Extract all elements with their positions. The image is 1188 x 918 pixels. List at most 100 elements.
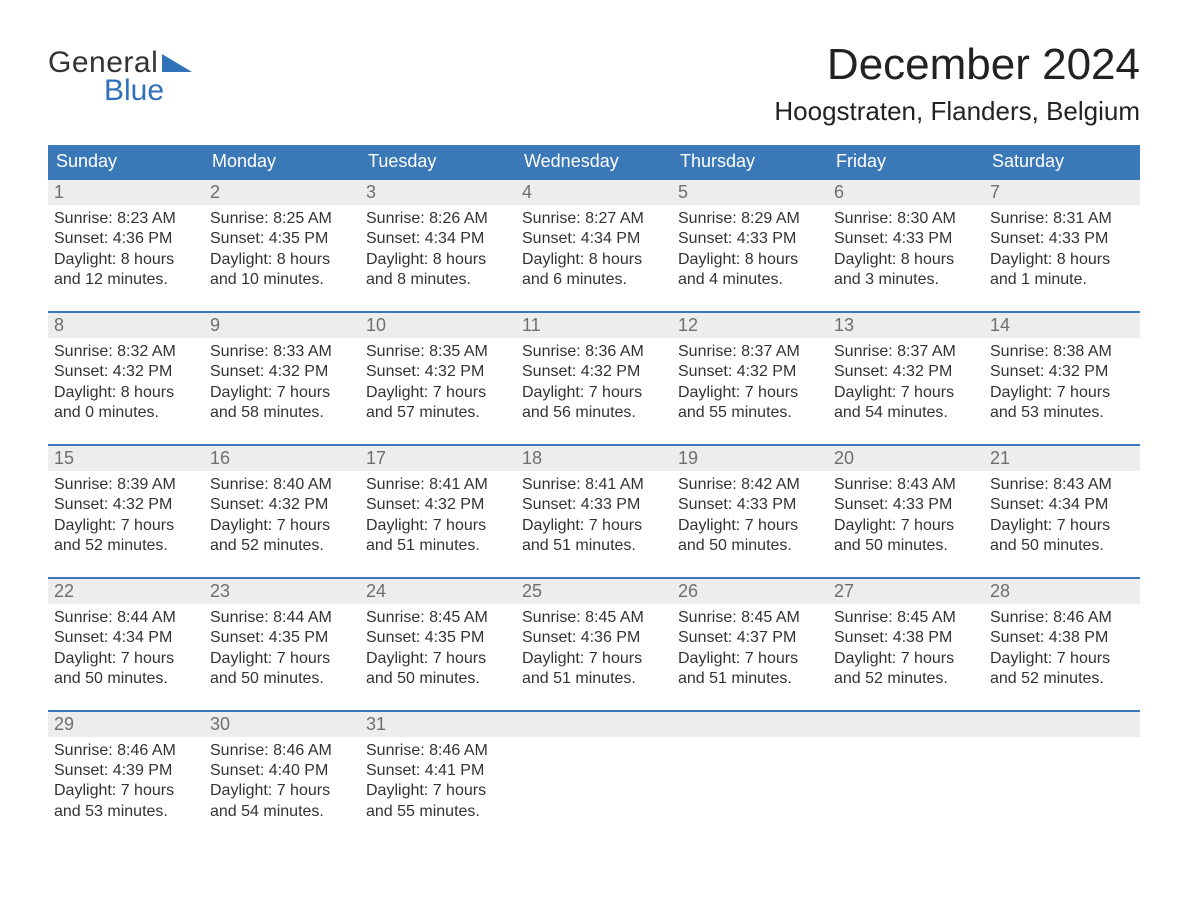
day-cell: 24Sunrise: 8:45 AMSunset: 4:35 PMDayligh… — [360, 579, 516, 710]
sunset-label: Sunset: — [834, 496, 893, 513]
sunset-label: Sunset: — [522, 363, 581, 380]
daylight-label: Daylight: — [522, 384, 589, 401]
day-number-row: 17 — [360, 446, 516, 471]
sunset-label: Sunset: — [366, 496, 425, 513]
sunset-line: Sunset: 4:38 PM — [834, 628, 978, 648]
week-row: 29 Sunrise: 8:46 AM Sunset: 4:39 PM Dayligh… — [48, 710, 1140, 843]
daylight-value-1: 8 hours — [589, 251, 642, 268]
daylight-label: Daylight: — [210, 517, 277, 534]
sunset-label: Sunset: — [54, 496, 113, 513]
daylight-line-1: Daylight: 8 hours — [54, 383, 198, 403]
calendar: SundayMondayTuesdayWednesdayThursdayFrid… — [48, 145, 1140, 842]
daylight-label: Daylight: — [678, 650, 745, 667]
daylight-line-1: Daylight: 8 hours — [54, 250, 198, 270]
day-body: Sunrise: 8:46 AMSunset: 4:38 PMDaylight:… — [984, 604, 1140, 690]
day-number: 28 — [990, 581, 1010, 601]
sunrise-label: Sunrise: — [990, 210, 1053, 227]
sunrise-label: Sunrise: — [210, 742, 273, 759]
week-row: 1Sunrise: 8:23 AMSunset: 4:36 PMDaylight… — [48, 178, 1140, 311]
day-cell: 16Sunrise: 8:40 AMSunset: 4:32 PMDayligh… — [204, 446, 360, 577]
daylight-value-1: 7 hours — [589, 384, 642, 401]
dow-header-tuesday: Tuesday — [360, 145, 516, 178]
sunrise-line: Sunrise: 8:45 AM — [522, 608, 666, 628]
day-body: Sunrise: 8:45 AMSunset: 4:37 PMDaylight:… — [672, 604, 828, 690]
day-body: Sunrise: 8:35 AMSunset: 4:32 PMDaylight:… — [360, 338, 516, 424]
sunrise-line: Sunrise: 8:42 AM — [678, 475, 822, 495]
daylight-line-1: Daylight: 7 hours — [210, 516, 354, 536]
daylight-label: Daylight: — [54, 650, 121, 667]
sunset-line: Sunset: 4:33 PM — [834, 495, 978, 515]
brand-text-blue: Blue — [104, 74, 164, 108]
day-number: 16 — [210, 448, 230, 468]
daylight-line-2: and 50 minutes. — [54, 669, 198, 689]
day-number: 9 — [210, 315, 220, 335]
daylight-label: Daylight: — [366, 517, 433, 534]
daylight-value-1: 7 hours — [745, 517, 798, 534]
day-body: Sunrise: 8:44 AMSunset: 4:34 PMDaylight:… — [48, 604, 204, 690]
sunrise-label: Sunrise: — [210, 343, 273, 360]
sunrise-value: 8:29 AM — [741, 210, 800, 227]
sunset-label: Sunset: — [54, 363, 113, 380]
sunset-value: 4:34 PM — [425, 230, 485, 247]
sunset-label: Sunset: — [54, 629, 113, 646]
day-number: 19 — [678, 448, 698, 468]
daylight-label: Daylight: — [990, 251, 1057, 268]
sunset-line: Sunset: 4:34 PM — [54, 628, 198, 648]
sunrise-line: Sunrise: 8:30 AM — [834, 209, 978, 229]
day-body: Sunrise: 8:39 AMSunset: 4:32 PMDaylight:… — [48, 471, 204, 557]
sunrise-value: 8:35 AM — [429, 343, 488, 360]
sunset-label: Sunset: — [366, 762, 425, 779]
daylight-line-1: Daylight: 7 hours — [678, 516, 822, 536]
day-cell: 31Sunrise: 8:46 AMSunset: 4:41 PMDayligh… — [360, 712, 516, 843]
sunset-value: 4:40 PM — [269, 762, 329, 779]
day-body: Sunrise: 8:46 AMSunset: 4:40 PMDaylight:… — [204, 737, 360, 823]
sunset-label: Sunset: — [210, 629, 269, 646]
day-number: 23 — [210, 581, 230, 601]
daylight-value-1: 8 hours — [745, 251, 798, 268]
daylight-value-1: 7 hours — [589, 517, 642, 534]
day-cell — [516, 712, 672, 843]
sunrise-line: Sunrise: 8:23 AM — [54, 209, 198, 229]
sunrise-label: Sunrise: — [990, 476, 1053, 493]
sunset-label: Sunset: — [678, 363, 737, 380]
day-number: 29 — [54, 714, 74, 734]
day-cell: 7Sunrise: 8:31 AMSunset: 4:33 PMDaylight… — [984, 180, 1140, 311]
sunrise-value: 8:43 AM — [897, 476, 956, 493]
day-number-row: 8 — [48, 313, 204, 338]
day-body: Sunrise: 8:26 AMSunset: 4:34 PMDaylight:… — [360, 205, 516, 291]
sunset-value: 4:32 PM — [425, 496, 485, 513]
daylight-line-1: Daylight: 7 hours — [522, 649, 666, 669]
sunset-label: Sunset: — [366, 363, 425, 380]
daylight-line-1: Daylight: 7 hours — [54, 516, 198, 536]
sunset-label: Sunset: — [834, 363, 893, 380]
sunrise-value: 8:46 AM — [117, 742, 176, 759]
sunset-line: Sunset: 4:33 PM — [678, 229, 822, 249]
daylight-line-1: Daylight: 7 hours — [366, 516, 510, 536]
sunrise-line: Sunrise: 8:37 AM — [834, 342, 978, 362]
day-cell: 22Sunrise: 8:44 AMSunset: 4:34 PMDayligh… — [48, 579, 204, 710]
sunset-label: Sunset: — [834, 629, 893, 646]
sunset-line: Sunset: 4:41 PM — [366, 761, 510, 781]
daylight-line-2: and 54 minutes. — [834, 403, 978, 423]
sunrise-label: Sunrise: — [54, 210, 117, 227]
daylight-line-2: and 55 minutes. — [678, 403, 822, 423]
day-number-row: 24 — [360, 579, 516, 604]
daylight-line-2: and 10 minutes. — [210, 270, 354, 290]
day-number-row: 15 — [48, 446, 204, 471]
sunset-line: Sunset: 4:39 PM — [54, 761, 198, 781]
daylight-line-1: Daylight: 8 hours — [366, 250, 510, 270]
daylight-label: Daylight: — [366, 251, 433, 268]
sunset-label: Sunset: — [990, 496, 1049, 513]
sunset-line: Sunset: 4:33 PM — [834, 229, 978, 249]
day-number — [990, 714, 995, 734]
sunset-label: Sunset: — [366, 629, 425, 646]
sunset-value: 4:32 PM — [581, 363, 641, 380]
daylight-label: Daylight: — [678, 517, 745, 534]
day-body: Sunrise: 8:38 AMSunset: 4:32 PMDaylight:… — [984, 338, 1140, 424]
daylight-line-1: Daylight: 7 hours — [366, 781, 510, 801]
daylight-line-1: Daylight: 7 hours — [678, 649, 822, 669]
sunset-line: Sunset: 4:35 PM — [366, 628, 510, 648]
daylight-value-1: 7 hours — [121, 517, 174, 534]
day-body: Sunrise: 8:29 AMSunset: 4:33 PMDaylight:… — [672, 205, 828, 291]
daylight-line-2: and 4 minutes. — [678, 270, 822, 290]
